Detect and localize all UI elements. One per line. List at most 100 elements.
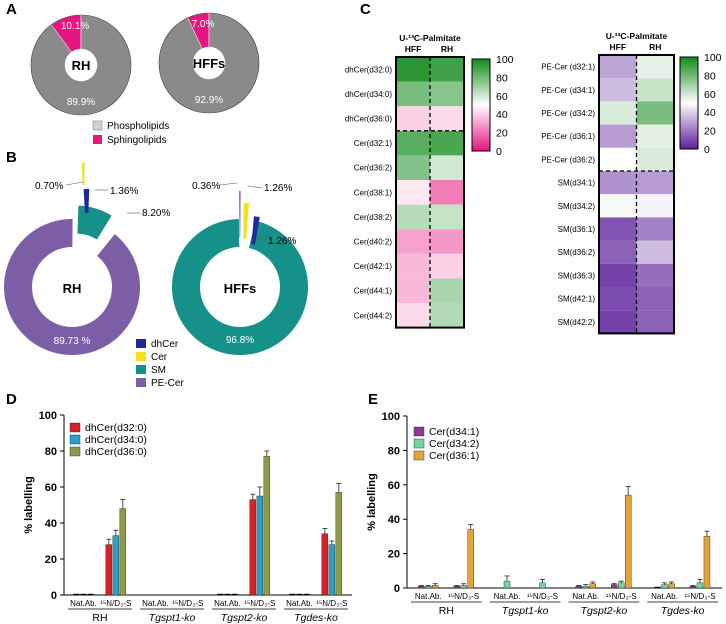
color-scale-tick: 20 xyxy=(496,128,508,140)
panel-letter-b: B xyxy=(6,149,17,166)
legend-label: Cer(d34:1) xyxy=(429,426,479,438)
condition-label: ¹⁵N/D₃-S xyxy=(684,592,715,601)
heatmap-cell xyxy=(636,101,674,125)
panel-letter-a: A xyxy=(6,1,17,18)
slice-label-phospholipids: 92.9% xyxy=(195,95,223,106)
bar xyxy=(425,586,432,589)
heatmap-cell xyxy=(430,204,464,230)
bar xyxy=(263,456,271,596)
heatmap-row-label: dhCer(d36:0) xyxy=(345,115,392,124)
bar xyxy=(335,492,343,596)
heatmap-cell xyxy=(636,217,674,241)
heatmap-cell xyxy=(430,106,464,131)
legend-label-dhcer: dhCer xyxy=(151,339,179,350)
legend-swatch xyxy=(413,450,425,461)
y-tick-label: 80 xyxy=(45,446,57,458)
heatmap-row-label: PE-Cer (d34:2) xyxy=(541,109,595,118)
bar xyxy=(703,536,711,589)
panel-letter-e: E xyxy=(368,391,378,408)
heatmap-title: U-¹³C-Palmitate xyxy=(606,31,668,41)
heatmap-cell xyxy=(430,253,464,279)
group-label: Tgspt2-ko xyxy=(221,612,268,624)
legend-swatch-sphingolipids xyxy=(93,135,102,144)
color-scale-tick: 20 xyxy=(704,126,716,138)
bar xyxy=(460,585,467,589)
panel-letter-d: D xyxy=(6,391,17,408)
heatmap-row-label: SM(d36:3) xyxy=(558,271,596,280)
heatmap-cell xyxy=(599,310,637,334)
condition-label: ¹⁵N/D₃-S xyxy=(100,599,131,608)
heatmap-row-label: SM(d36:2) xyxy=(558,248,596,257)
heatmap-row-label: SM(d36:1) xyxy=(558,225,596,234)
slice-label-dhcer: 1.36% xyxy=(110,186,138,197)
heatmap-cell xyxy=(599,124,637,148)
donut-center-label: RH xyxy=(72,58,91,73)
y-tick-label: 40 xyxy=(388,514,400,526)
bar xyxy=(112,535,120,596)
group-label: Tgspt2-ko xyxy=(581,605,628,617)
heatmap-row-label: Cer(d44:1) xyxy=(354,287,393,296)
slice-label-phospholipids: 89.9% xyxy=(67,97,95,108)
heatmap-cell xyxy=(396,278,430,303)
bar xyxy=(696,582,704,589)
heatmap-cell xyxy=(396,180,430,205)
heatmap-row-label: SM(d34:1) xyxy=(558,179,596,188)
condition-label: ¹⁵N/D₃-S xyxy=(316,599,347,608)
heatmap-cell xyxy=(599,101,637,125)
heatmap-row-label: Cer(d32:1) xyxy=(354,139,393,148)
slice-label-sphingolipids: 10.1% xyxy=(61,21,89,32)
heatmap-cell xyxy=(599,78,637,102)
condition-label: Nat.Ab. xyxy=(214,599,241,608)
legend-swatch-cer xyxy=(136,352,146,361)
bar xyxy=(575,586,582,589)
condition-label: ¹⁵N/D₃-S xyxy=(244,599,275,608)
panel-e-bar-chart: 0 20 40 60 80 100 % labelling Nat.Ab. ¹⁵N/D₃-S RH… xyxy=(366,411,722,617)
group-label: Tgspt1-ko xyxy=(502,605,549,617)
legend-label-pe-cer: PE-Cer xyxy=(151,378,184,389)
bar xyxy=(321,533,329,596)
legend-swatch xyxy=(69,434,81,445)
heatmap-cell xyxy=(599,287,637,311)
y-tick-label: 20 xyxy=(388,549,400,561)
slice-label-cer: 1.26% xyxy=(264,183,292,194)
bar xyxy=(668,583,675,589)
heatmap-column-label: RH xyxy=(649,42,661,52)
condition-label: Nat.Ab. xyxy=(286,599,313,608)
heatmap-row-label: SM(d34:2) xyxy=(558,202,596,211)
heatmap-cell xyxy=(636,171,674,195)
heatmap-cell xyxy=(636,263,674,287)
color-scale-bar xyxy=(679,56,699,150)
color-scale-bar xyxy=(471,58,491,152)
group-label: Tgspt1-ko xyxy=(149,612,196,624)
donut-center-label: HFFs xyxy=(224,281,257,296)
heatmap-cell xyxy=(430,57,464,82)
heatmap-cell xyxy=(396,253,430,279)
heatmap-row-label: Cer(d36:2) xyxy=(354,164,393,173)
bar xyxy=(582,586,589,589)
donut-slice-pe-cer xyxy=(239,191,241,238)
panel-b-legend: dhCer Cer SM PE-Cer xyxy=(136,339,184,389)
heatmap-column-label: HFF xyxy=(609,42,626,52)
heatmap-row-label: PE-Cer (d32:1) xyxy=(541,63,595,72)
condition-label: Nat.Ab. xyxy=(415,592,442,601)
heatmap-cell xyxy=(599,217,637,241)
group-label: Tgdes-ko xyxy=(294,612,338,624)
leader-line xyxy=(247,185,263,189)
legend-swatch xyxy=(413,438,425,449)
condition-label: ¹⁵N/D₃-S xyxy=(172,599,203,608)
group-label: RH xyxy=(439,605,454,617)
heatmap-cell xyxy=(599,240,637,264)
donut-center-label: HFFs xyxy=(193,56,226,71)
panel-a-donuts: RH 10.1% 89.9% HFFs 7.0% 92.9% xyxy=(30,12,260,116)
bar xyxy=(256,495,264,596)
legend-label: dhCer(d34:0) xyxy=(85,434,147,446)
heatmap-row-label: SM(d42:2) xyxy=(558,318,596,327)
slice-label-cer: 0.70% xyxy=(35,181,63,192)
heatmap-cell xyxy=(636,147,674,171)
condition-label: Nat.Ab. xyxy=(494,592,521,601)
donut-outline xyxy=(30,14,132,116)
panel-a-legend: Phospholipids Sphingolipids xyxy=(92,120,169,146)
heatmap-cell xyxy=(599,194,637,218)
y-axis-label: % labelling xyxy=(23,476,35,533)
